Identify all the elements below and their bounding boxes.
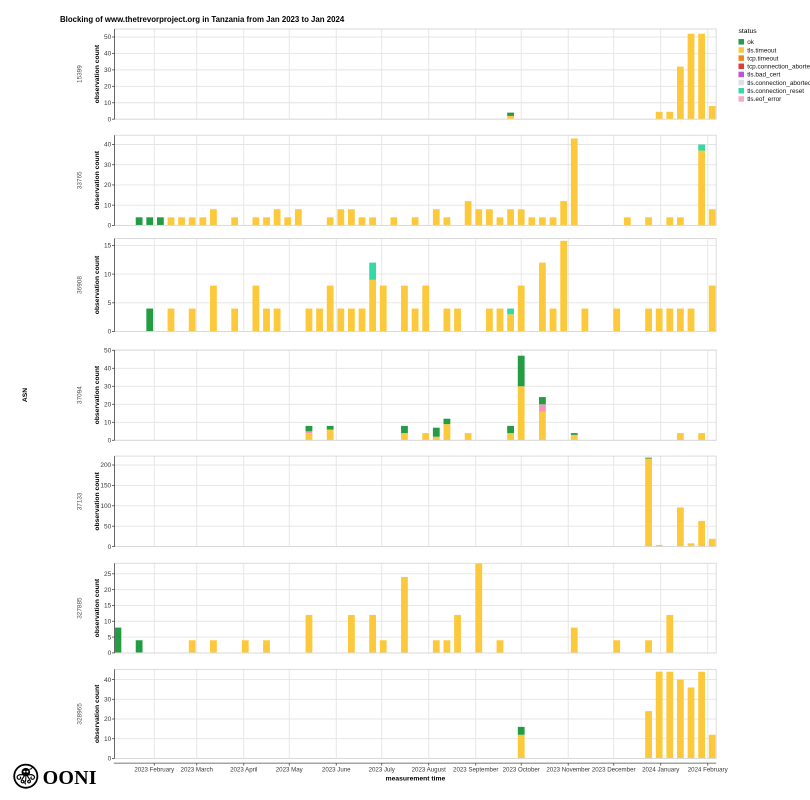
- svg-text:0: 0: [108, 116, 112, 123]
- svg-text:2024 February: 2024 February: [688, 767, 729, 774]
- svg-text:tcp.timeout: tcp.timeout: [747, 55, 778, 62]
- svg-text:ok: ok: [747, 39, 755, 46]
- svg-text:328965: 328965: [77, 703, 84, 725]
- svg-text:OONI: OONI: [43, 767, 97, 789]
- svg-text:status: status: [739, 28, 758, 35]
- svg-text:50: 50: [104, 523, 112, 530]
- svg-text:37094: 37094: [77, 386, 84, 404]
- svg-text:15: 15: [104, 243, 112, 250]
- svg-text:measurement time: measurement time: [386, 776, 446, 783]
- svg-text:tls.eof_error: tls.eof_error: [747, 96, 782, 103]
- svg-text:2023 August: 2023 August: [412, 767, 446, 774]
- svg-text:observation count: observation count: [94, 150, 101, 209]
- svg-text:10: 10: [104, 100, 112, 107]
- svg-text:20: 20: [104, 587, 112, 594]
- svg-text:2024 January: 2024 January: [642, 767, 680, 774]
- svg-text:40: 40: [104, 51, 112, 58]
- svg-text:30: 30: [104, 67, 112, 74]
- svg-text:2023 October: 2023 October: [503, 767, 540, 774]
- svg-text:25: 25: [104, 571, 112, 578]
- svg-text:2023 February: 2023 February: [134, 767, 175, 774]
- svg-text:2023 September: 2023 September: [453, 767, 498, 774]
- svg-text:0: 0: [108, 756, 112, 763]
- svg-text:40: 40: [104, 366, 112, 373]
- svg-text:40: 40: [104, 677, 112, 684]
- svg-text:2023 June: 2023 June: [322, 767, 351, 774]
- svg-text:20: 20: [104, 402, 112, 409]
- svg-text:30: 30: [104, 384, 112, 391]
- svg-text:10: 10: [104, 736, 112, 743]
- svg-text:observation count: observation count: [94, 684, 101, 743]
- svg-text:observation count: observation count: [94, 471, 101, 530]
- svg-text:2023 March: 2023 March: [181, 767, 214, 774]
- svg-text:ASN: ASN: [22, 388, 29, 402]
- svg-text:Blocking of www.thetrevorproje: Blocking of www.thetrevorproject.org in …: [60, 15, 345, 24]
- svg-text:40: 40: [104, 142, 112, 149]
- svg-text:0: 0: [108, 650, 112, 657]
- svg-text:20: 20: [104, 84, 112, 91]
- svg-text:15: 15: [104, 603, 112, 610]
- svg-text:10: 10: [104, 420, 112, 427]
- svg-text:10: 10: [104, 271, 112, 278]
- svg-text:5: 5: [108, 634, 112, 641]
- svg-text:10: 10: [104, 202, 112, 209]
- svg-text:50: 50: [104, 348, 112, 355]
- svg-text:327885: 327885: [77, 597, 84, 619]
- svg-text:tls.bad_cert: tls.bad_cert: [747, 72, 780, 79]
- svg-text:10: 10: [104, 618, 112, 625]
- svg-text:tcp.connection_aborted: tcp.connection_aborted: [747, 64, 810, 71]
- svg-text:150: 150: [100, 483, 111, 490]
- svg-text:2023 November: 2023 November: [546, 767, 590, 774]
- svg-text:30: 30: [104, 697, 112, 704]
- svg-text:0: 0: [108, 544, 112, 551]
- svg-text:20: 20: [104, 182, 112, 189]
- svg-text:37133: 37133: [77, 492, 84, 510]
- svg-text:20: 20: [104, 716, 112, 723]
- svg-text:observation count: observation count: [94, 365, 101, 424]
- svg-text:observation count: observation count: [94, 255, 101, 314]
- svg-text:15399: 15399: [77, 65, 84, 83]
- svg-text:tls.connection_aborted: tls.connection_aborted: [747, 80, 810, 87]
- svg-text:0: 0: [108, 438, 112, 445]
- svg-text:tls.timeout: tls.timeout: [747, 47, 776, 54]
- svg-text:2023 April: 2023 April: [230, 767, 257, 774]
- svg-text:33765: 33765: [77, 171, 84, 189]
- svg-text:0: 0: [108, 329, 112, 336]
- svg-text:30: 30: [104, 162, 112, 169]
- svg-text:observation count: observation count: [94, 44, 101, 103]
- svg-text:36908: 36908: [77, 276, 84, 294]
- svg-text:2023 May: 2023 May: [276, 767, 304, 774]
- svg-text:50: 50: [104, 34, 112, 41]
- svg-text:200: 200: [100, 462, 111, 469]
- svg-text:tls.connection_reset: tls.connection_reset: [747, 88, 804, 95]
- svg-text:100: 100: [100, 503, 111, 510]
- svg-text:0: 0: [108, 223, 112, 230]
- svg-text:5: 5: [108, 300, 112, 307]
- svg-text:2023 December: 2023 December: [592, 767, 636, 774]
- svg-text:2023 July: 2023 July: [369, 767, 396, 774]
- svg-text:observation count: observation count: [94, 578, 101, 637]
